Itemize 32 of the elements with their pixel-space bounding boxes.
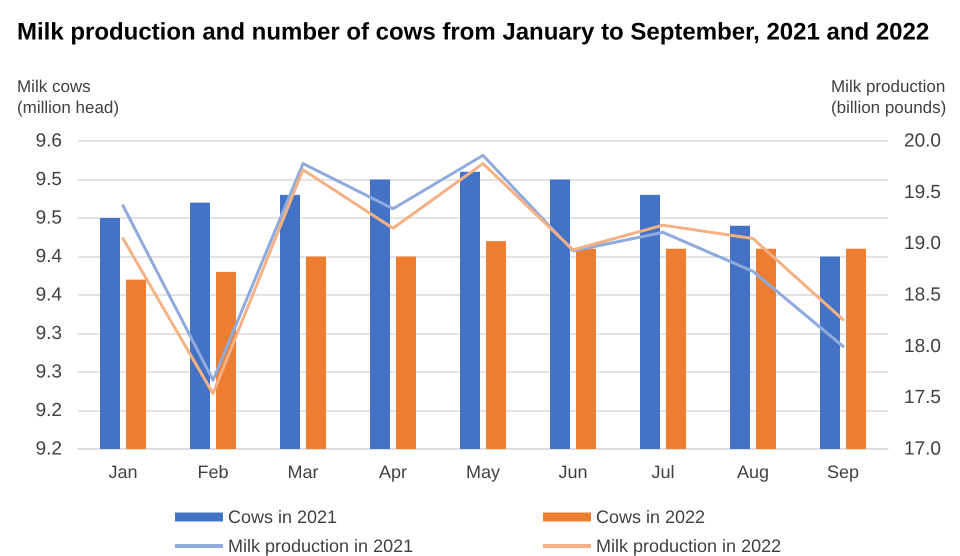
x-tick-label: Sep <box>826 462 860 482</box>
x-tick-label: Jun <box>558 462 588 482</box>
y-tick-label: 9.6 <box>36 130 62 152</box>
x-tick-label: Apr <box>378 462 408 482</box>
y2-tick-label: 20.0 <box>904 130 941 152</box>
x-tick-label: Jan <box>108 462 138 482</box>
y2-tick-label: 17.5 <box>904 387 941 408</box>
x-tick-label: Feb <box>197 462 229 482</box>
legend-label: Cows in 2022 <box>596 507 706 527</box>
y-tick-label: 9.5 <box>36 208 62 228</box>
y-axis-title: Milk cows (million head) <box>17 77 120 117</box>
y-tick-label: 9.2 <box>36 438 62 460</box>
y2-tick-label: 19.0 <box>904 233 941 254</box>
legend-label: Milk production in 2022 <box>596 536 782 556</box>
y-tick-label: 9.4 <box>36 284 62 306</box>
x-tick-label: May <box>466 462 500 482</box>
x-tick-label: Jul <box>651 462 675 482</box>
y-tick-label: 9.5 <box>36 169 62 190</box>
legend-label: Cows in 2021 <box>228 507 338 527</box>
y-tick-label: 9.4 <box>36 246 62 267</box>
y2-axis-title: Milk production (billion pounds) <box>831 77 946 117</box>
y2-tick-label: 18.5 <box>904 284 941 306</box>
y2-tick-label: 17.0 <box>904 438 941 460</box>
y-tick-label: 9.3 <box>36 362 62 382</box>
legend-label: Milk production in 2021 <box>228 536 414 556</box>
y2-tick-label: 19.5 <box>904 182 941 203</box>
y2-tick-label: 18.0 <box>904 336 941 357</box>
x-tick-label: Aug <box>736 462 770 482</box>
chart-title: Milk production and number of cows from January to September, 2021 and 2022 <box>17 18 930 46</box>
y-tick-label: 9.2 <box>36 400 62 421</box>
x-tick-label: Mar <box>288 462 319 482</box>
y-tick-label: 9.3 <box>36 323 62 344</box>
